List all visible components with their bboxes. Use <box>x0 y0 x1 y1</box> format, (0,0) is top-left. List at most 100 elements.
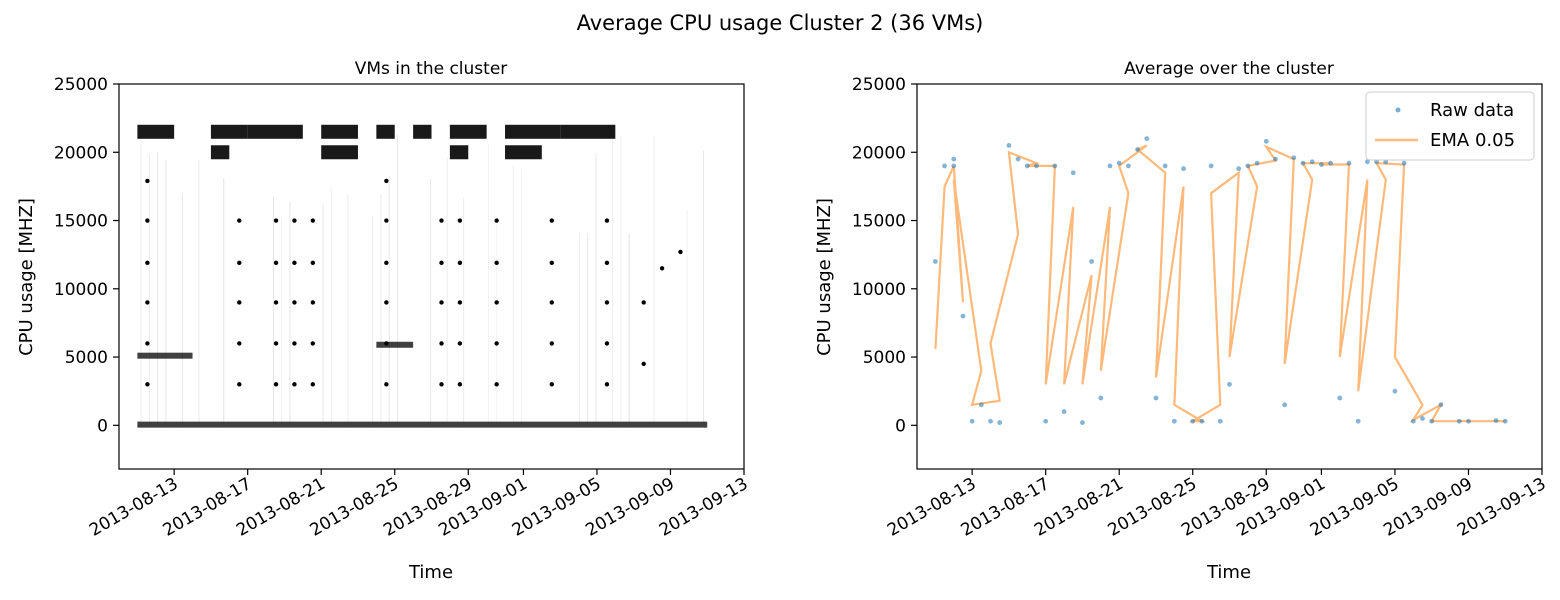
raw-data-point <box>1502 418 1508 424</box>
vm-usage-point <box>384 178 389 184</box>
raw-data-point <box>1282 402 1288 408</box>
left-plot-area <box>137 124 708 428</box>
raw-data-point <box>1116 160 1122 166</box>
vm-usage-point <box>494 300 499 305</box>
vm-usage-band <box>210 145 230 160</box>
left-y-tick-label: 25000 <box>54 75 108 95</box>
left-y-tick-label: 15000 <box>54 212 108 232</box>
vm-usage-band <box>137 124 175 139</box>
vm-usage-point <box>439 341 444 346</box>
raw-data-point <box>1429 418 1435 424</box>
raw-data-point <box>1171 418 1177 424</box>
right-plot-area <box>932 136 1508 425</box>
raw-data-point <box>932 259 938 264</box>
right-y-tick-label: 15000 <box>852 212 906 232</box>
left-y-tick-label: 10000 <box>54 280 108 300</box>
vm-usage-point <box>384 300 389 305</box>
vm-usage-point <box>273 218 279 223</box>
raw-data-point <box>1346 160 1352 166</box>
vm-usage-band <box>137 421 708 428</box>
ema-line <box>934 144 1506 423</box>
raw-data-point <box>1043 418 1049 424</box>
vm-usage-point <box>292 382 297 387</box>
left-y-axis-label: CPU usage [MHZ] <box>16 198 37 356</box>
left-y-tick-label: 5000 <box>65 348 108 368</box>
raw-data-point <box>1052 163 1058 169</box>
vm-usage-band <box>505 145 542 160</box>
vm-usage-point <box>549 260 554 266</box>
vm-usage-point <box>273 300 279 305</box>
vm-usage-band <box>376 124 395 139</box>
raw-data-point <box>942 163 947 169</box>
vm-usage-point <box>604 218 610 223</box>
left-axes-frame <box>118 83 745 470</box>
vm-usage-point <box>549 300 554 305</box>
vm-usage-band <box>137 352 193 359</box>
vm-usage-point <box>145 218 150 223</box>
raw-data-point <box>1291 155 1297 161</box>
legend-label-raw-data: Raw data <box>1430 100 1514 121</box>
raw-data-point <box>1199 418 1205 424</box>
right-axes-frame <box>916 83 1543 470</box>
figure-title: Average CPU usage Cluster 2 (36 VMs) <box>577 11 984 35</box>
raw-data-point <box>1438 402 1444 408</box>
raw-data-point <box>1098 395 1104 401</box>
left-y-axis: 0 5000 10000 15000 20000 25000 <box>54 75 119 436</box>
raw-data-point <box>1070 170 1076 176</box>
vm-usage-band <box>376 341 414 348</box>
vm-usage-point <box>145 382 150 387</box>
vm-usage-band <box>210 124 248 139</box>
right-y-tick-label: 20000 <box>852 143 906 163</box>
vm-usage-point <box>549 341 554 346</box>
raw-data-point <box>1181 166 1186 172</box>
vm-usage-point <box>292 341 297 346</box>
raw-data-point <box>1227 381 1232 387</box>
vm-usage-point <box>145 300 150 305</box>
legend-box <box>1365 91 1535 161</box>
vm-usage-band <box>449 124 487 139</box>
legend-marker-raw-data <box>1395 107 1401 113</box>
right-y-axis-label: CPU usage [MHZ] <box>814 198 835 356</box>
left-y-tick-label: 20000 <box>54 143 108 163</box>
right-y-axis: 0 5000 10000 15000 20000 25000 <box>852 75 917 436</box>
raw-data-point <box>1236 166 1242 172</box>
vm-usage-band <box>560 124 616 139</box>
legend-label-ema: EMA 0.05 <box>1430 130 1515 151</box>
raw-data-point <box>1374 159 1379 165</box>
vm-usage-point <box>237 341 242 346</box>
left-x-axis-label: Time <box>408 562 453 583</box>
raw-data-point <box>1383 159 1389 165</box>
vm-usage-point <box>494 341 499 346</box>
vm-usage-point <box>384 341 389 346</box>
raw-data-point <box>1061 409 1067 415</box>
right-x-axis-label: Time <box>1206 562 1251 583</box>
right-x-axis: 2013-08-132013-08-172013-08-212013-08-25… <box>884 469 1550 541</box>
raw-data-point <box>1208 163 1214 169</box>
vm-usage-point <box>604 382 610 387</box>
raw-data-point <box>1144 136 1150 142</box>
raw-data-point <box>1006 143 1012 148</box>
right-legend: Raw data EMA 0.05 <box>1365 91 1535 161</box>
raw-data-point <box>1328 160 1334 166</box>
vm-usage-point <box>457 260 463 266</box>
vm-usage-point <box>659 266 665 271</box>
vm-usage-band <box>321 145 358 160</box>
vm-usage-point <box>292 260 297 266</box>
raw-data-point <box>1392 388 1398 394</box>
right-y-tick-label: 25000 <box>852 75 906 95</box>
raw-data-point <box>1125 163 1131 169</box>
raw-data-point <box>1309 159 1315 165</box>
vm-usage-point <box>310 341 316 346</box>
vm-usage-band <box>413 124 432 139</box>
vm-usage-point <box>292 218 297 223</box>
vm-usage-point <box>549 218 554 223</box>
raw-data-point <box>1135 147 1140 152</box>
raw-data-point <box>1456 418 1462 424</box>
raw-data-point <box>1410 418 1416 424</box>
raw-data-point <box>1401 160 1407 166</box>
raw-data-point <box>1217 418 1223 424</box>
vm-usage-point <box>641 300 646 305</box>
vm-usage-point <box>641 361 646 367</box>
vm-usage-point <box>292 300 297 305</box>
raw-data-point <box>1319 162 1324 167</box>
